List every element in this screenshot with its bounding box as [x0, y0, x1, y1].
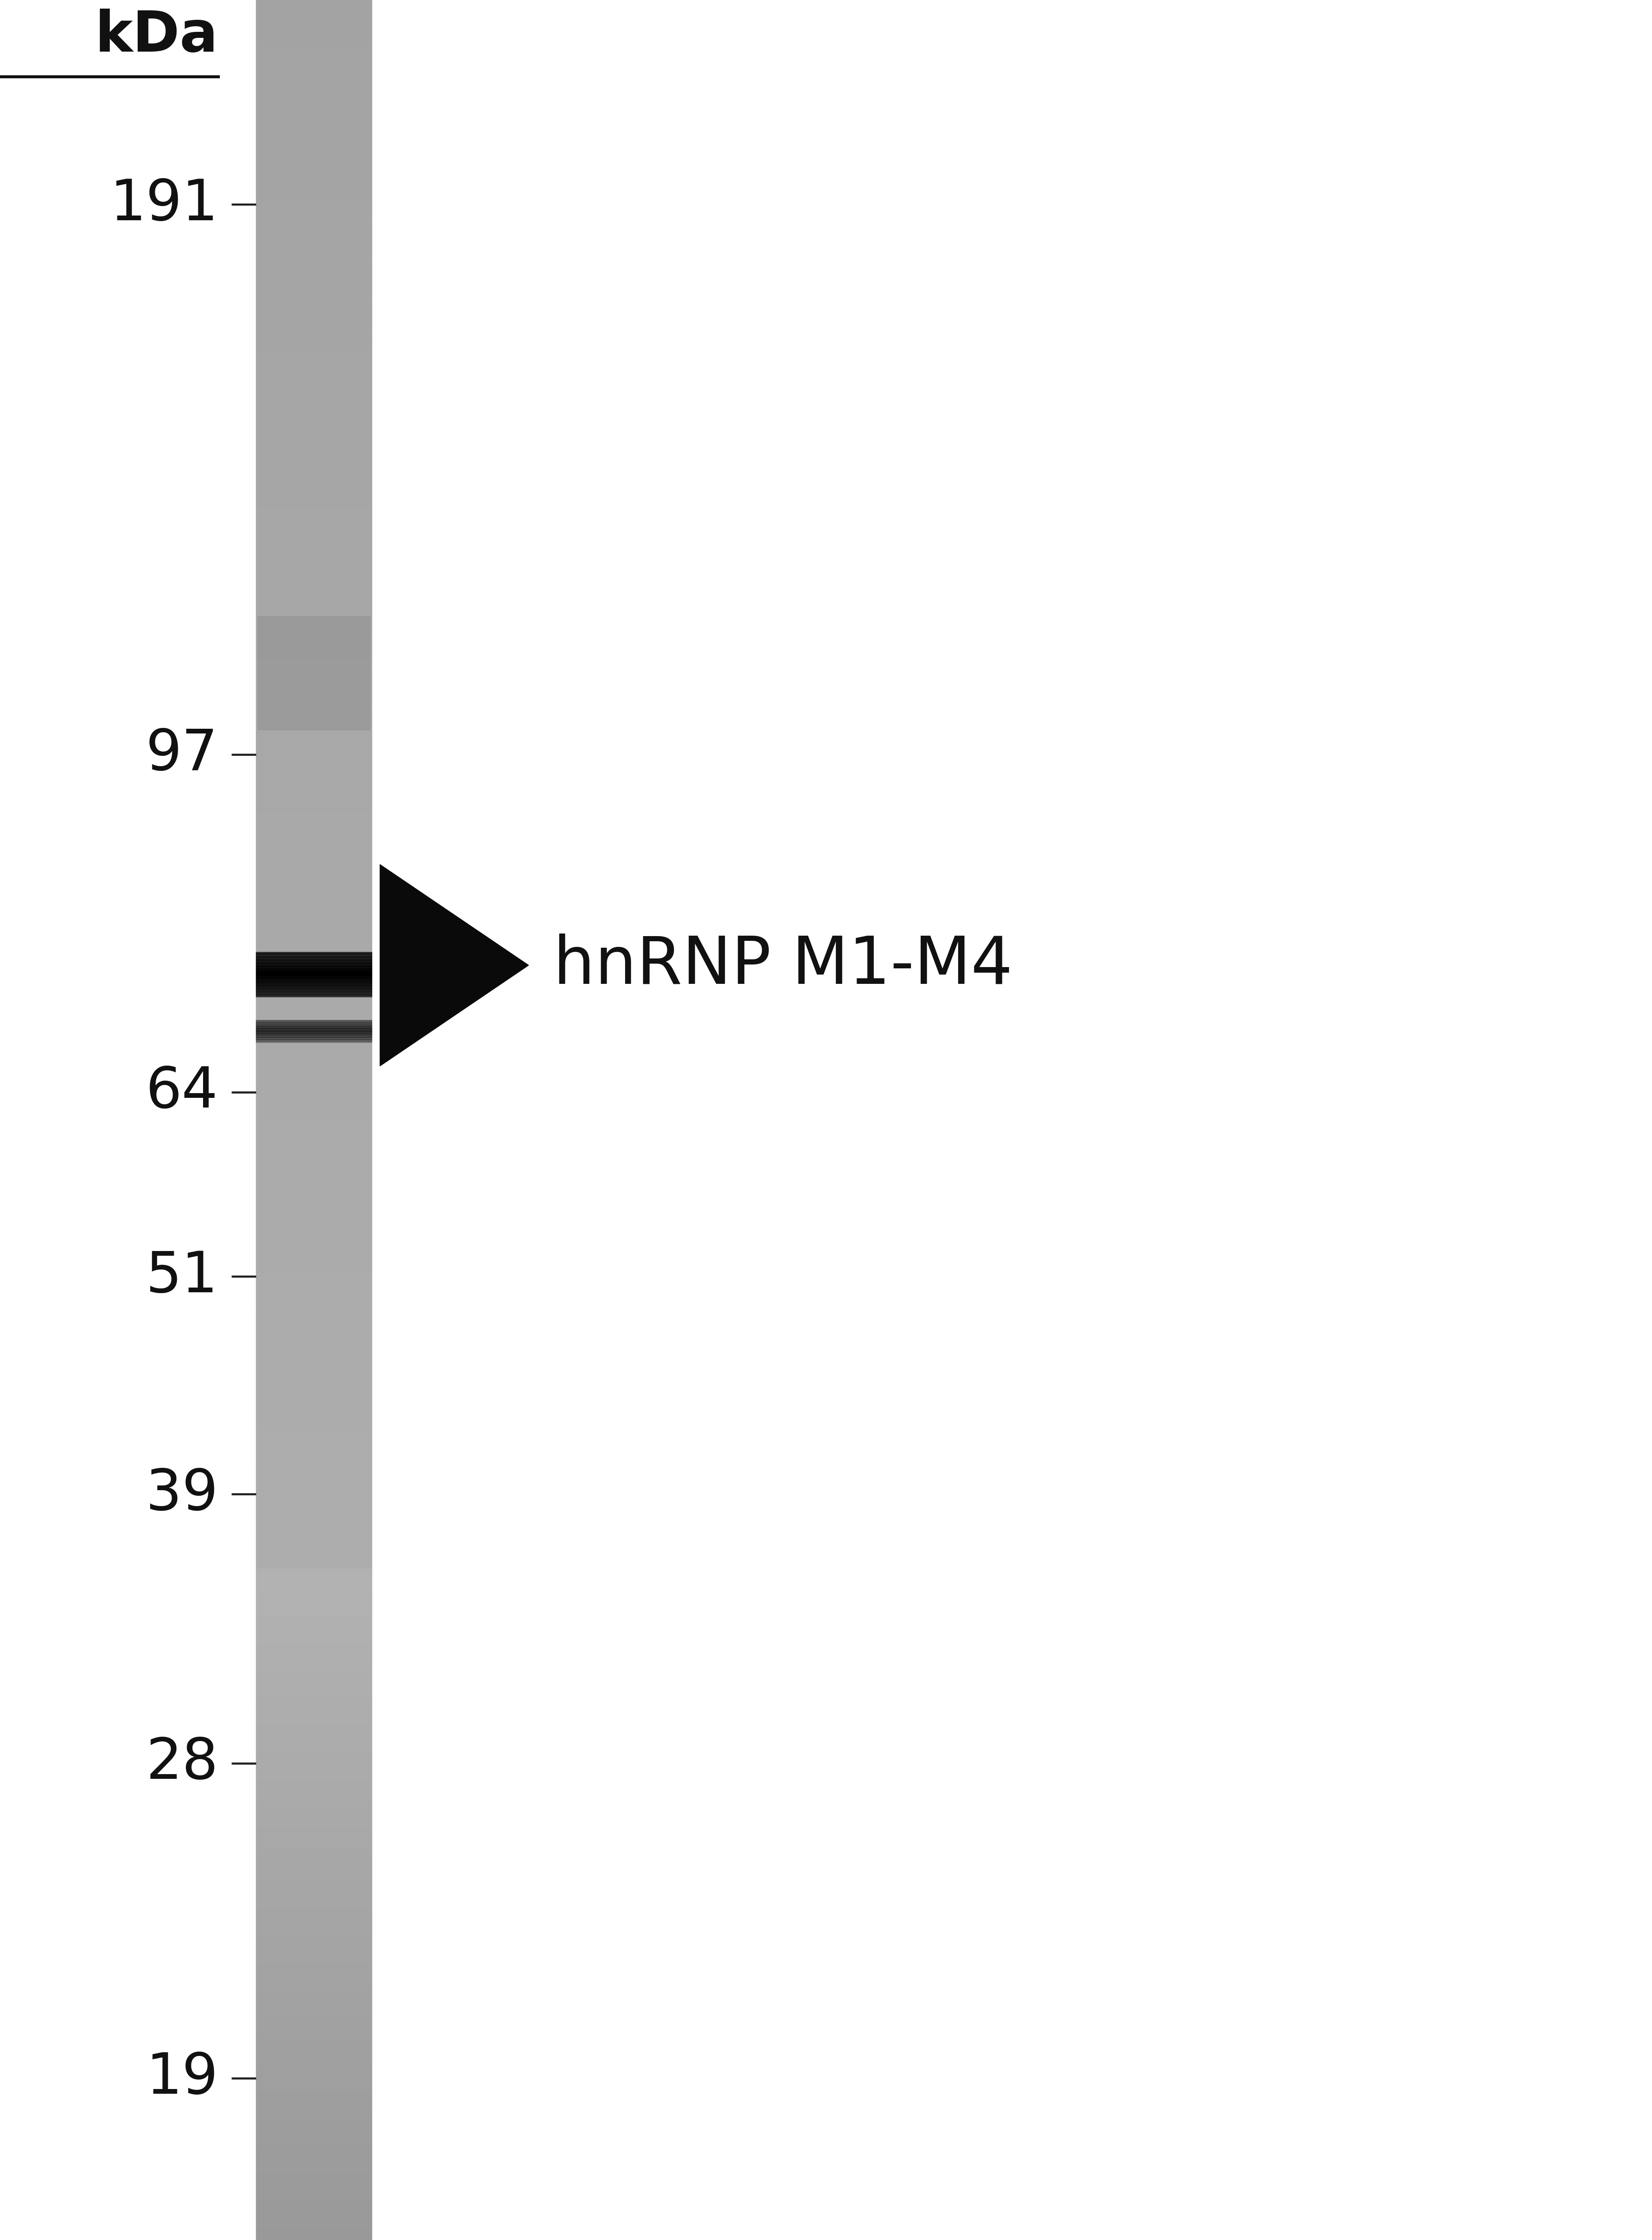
- Text: 64: 64: [145, 1064, 218, 1120]
- Text: 51: 51: [145, 1250, 218, 1304]
- Text: hnRNP M1-M4: hnRNP M1-M4: [553, 934, 1013, 997]
- Text: kDa: kDa: [94, 9, 218, 63]
- Polygon shape: [380, 865, 529, 1066]
- Text: 191: 191: [109, 177, 218, 231]
- Text: 28: 28: [145, 1736, 218, 1790]
- Text: 97: 97: [145, 728, 218, 782]
- Text: 39: 39: [145, 1467, 218, 1521]
- Text: 19: 19: [145, 2052, 218, 2106]
